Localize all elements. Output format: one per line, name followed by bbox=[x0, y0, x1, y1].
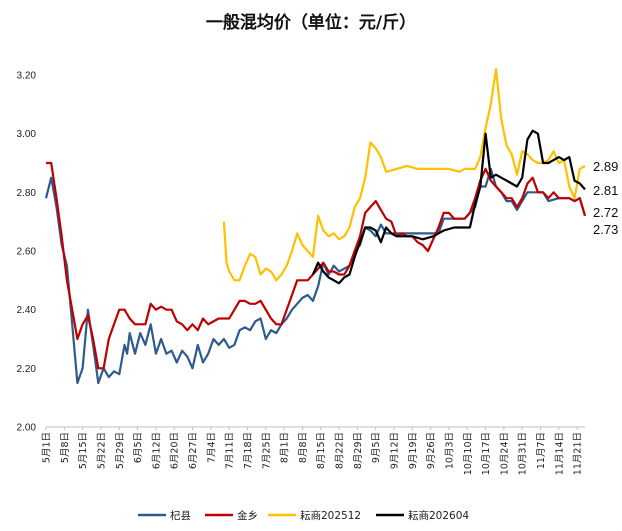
y-tick-label: 2.40 bbox=[17, 305, 37, 316]
x-tick-label: 9月19日 bbox=[408, 432, 419, 469]
legend-label-yunshang-202512: 耘商202512 bbox=[300, 509, 361, 522]
legend-item-yunshang-202604: 耘商202604 bbox=[376, 509, 469, 522]
legend-item-yunshang-202512: 耘商202512 bbox=[268, 509, 361, 522]
legend-label-jinxiang: 金乡 bbox=[237, 509, 258, 522]
x-tick-label: 6月12日 bbox=[151, 432, 162, 469]
legend-item-jinxiang: 金乡 bbox=[205, 509, 258, 522]
x-tick-label: 10月3日 bbox=[444, 432, 455, 469]
y-tick-label: 2.00 bbox=[17, 423, 37, 434]
x-tick-label: 8月15日 bbox=[316, 432, 327, 469]
legend-item-qixian: 杞县 bbox=[138, 509, 191, 522]
x-tick-label: 7月11日 bbox=[225, 432, 236, 469]
x-tick-label: 6月5日 bbox=[133, 432, 144, 463]
x-axis-ticks: 5月1日 5月8日 5月15日 5月22日 5月29日 6月5日 6月12日 6月20日 6月2… bbox=[42, 427, 584, 475]
y-tick-label: 3.00 bbox=[17, 129, 37, 140]
series-qixian bbox=[44, 167, 587, 385]
end-value-labels: 2.89 2.81 2.72 2.73 bbox=[593, 159, 618, 237]
x-tick-label: 5月15日 bbox=[78, 432, 89, 469]
x-tick-label: 5月29日 bbox=[115, 432, 126, 469]
series-yunshang-202604 bbox=[311, 129, 586, 285]
end-label-qixian: 2.73 bbox=[593, 222, 618, 237]
series-yunshang-202512 bbox=[222, 67, 586, 282]
x-tick-label: 5月8日 bbox=[60, 432, 71, 463]
x-tick-label: 11月21日 bbox=[573, 432, 584, 475]
legend-label-qixian: 杞县 bbox=[170, 509, 191, 522]
x-tick-label: 8月8日 bbox=[298, 432, 309, 463]
series-lines bbox=[44, 67, 587, 385]
x-tick-label: 9月26日 bbox=[426, 432, 437, 469]
y-tick-label: 2.80 bbox=[17, 188, 37, 199]
end-label-yunshang-202512: 2.89 bbox=[593, 159, 618, 174]
x-tick-label: 6月27日 bbox=[188, 432, 199, 469]
x-tick-label: 9月12日 bbox=[389, 432, 400, 469]
x-tick-label: 10月17日 bbox=[481, 432, 492, 475]
y-tick-label: 2.60 bbox=[17, 247, 37, 258]
x-tick-label: 7月18日 bbox=[243, 432, 254, 469]
y-tick-label: 3.20 bbox=[17, 71, 37, 82]
series-jinxiang bbox=[46, 161, 587, 370]
x-tick-label: 5月1日 bbox=[42, 432, 53, 463]
y-tick-label: 2.20 bbox=[17, 364, 37, 375]
end-label-jinxiang: 2.72 bbox=[593, 205, 618, 220]
x-tick-label: 11月14日 bbox=[554, 432, 565, 475]
chart-title: 一般混均价（单位：元/斤） bbox=[206, 12, 416, 33]
x-tick-label: 5月22日 bbox=[96, 432, 107, 469]
legend: 杞县 金乡 耘商202512 耘商202604 bbox=[138, 509, 469, 522]
legend-label-yunshang-202604: 耘商202604 bbox=[408, 509, 469, 522]
x-tick-label: 11月7日 bbox=[536, 432, 547, 469]
x-tick-label: 8月1日 bbox=[280, 432, 291, 463]
x-tick-label: 10月24日 bbox=[499, 432, 510, 475]
x-tick-label: 9月5日 bbox=[371, 432, 382, 463]
x-tick-label: 8月22日 bbox=[335, 432, 346, 469]
x-tick-label: 10月31日 bbox=[518, 432, 529, 475]
x-tick-label: 6月20日 bbox=[170, 432, 181, 469]
x-tick-label: 8月29日 bbox=[353, 432, 364, 469]
end-label-yunshang-202604: 2.81 bbox=[593, 183, 618, 198]
x-tick-label: 7月4日 bbox=[206, 432, 217, 463]
x-tick-label: 7月25日 bbox=[261, 432, 272, 469]
y-axis-ticks: 2.00 2.20 2.40 2.60 2.80 3.00 3.20 bbox=[17, 71, 37, 434]
x-tick-label: 10月10日 bbox=[463, 432, 474, 475]
